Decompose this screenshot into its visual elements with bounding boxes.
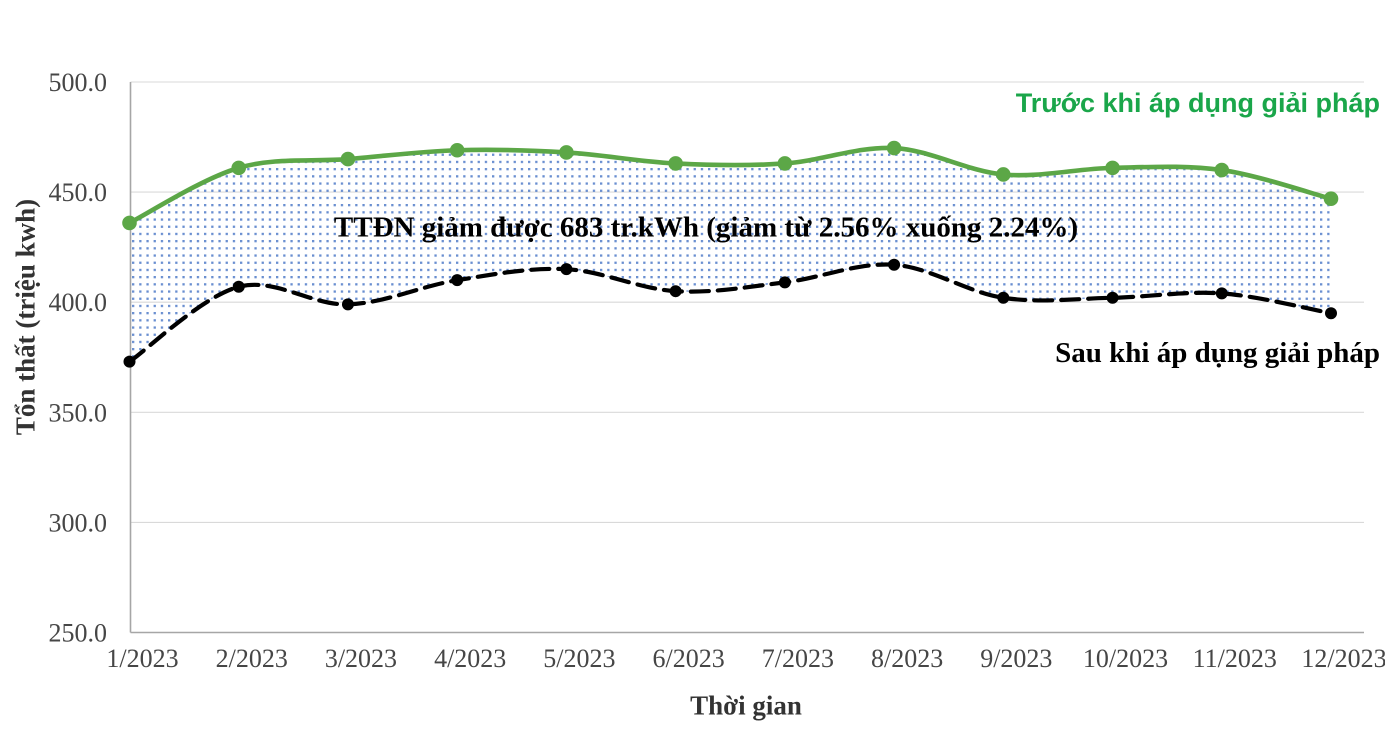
data-point-after	[888, 258, 901, 271]
x-tick-label: 4/2023	[434, 644, 506, 673]
y-axis-title: Tổn thất (triệu kwh)	[10, 198, 41, 436]
y-tick-label: 250.0	[49, 619, 108, 648]
data-point-after	[232, 280, 245, 293]
x-tick-labels: 1/2023 2/2023 3/2023 4/2023 5/2023 6/2023 7/20…	[106, 644, 1385, 673]
series-after-markers	[123, 258, 1337, 368]
x-tick-label: 2/2023	[216, 644, 288, 673]
x-tick-label: 1/2023	[106, 644, 178, 673]
x-tick-label: 11/2023	[1193, 644, 1277, 673]
data-point-after	[560, 263, 573, 276]
x-axis-title: Thời gian	[690, 690, 802, 721]
data-point-after	[341, 298, 354, 311]
data-point-before	[559, 145, 574, 160]
data-point-before	[777, 156, 793, 171]
data-point-before	[668, 156, 683, 171]
data-point-after	[778, 276, 791, 289]
x-tick-label: 7/2023	[762, 644, 834, 673]
y-tick-label: 500.0	[49, 68, 108, 97]
data-point-after	[123, 355, 136, 368]
data-point-before	[996, 167, 1011, 182]
data-point-before	[449, 142, 465, 158]
x-tick-label: 3/2023	[325, 644, 397, 673]
data-point-after	[997, 291, 1010, 304]
data-point-before	[1105, 160, 1120, 176]
data-point-after	[1215, 287, 1228, 300]
x-tick-label: 9/2023	[980, 644, 1052, 673]
legend-before-label: Trước khi áp dụng giải pháp	[1015, 88, 1380, 118]
data-point-before	[1323, 191, 1339, 207]
data-point-before	[340, 151, 356, 167]
data-point-before	[886, 140, 902, 156]
y-tick-label: 450.0	[49, 178, 108, 207]
series-after-line	[127, 262, 1334, 364]
annotation-reduction: TTĐN giảm được 683 tr.kWh (giảm từ 2.56%…	[333, 211, 1079, 244]
data-point-after	[1325, 307, 1337, 320]
data-point-before	[1214, 162, 1230, 178]
data-point-after	[451, 274, 464, 287]
y-tick-label: 300.0	[49, 508, 108, 537]
x-tick-label: 12/2023	[1301, 644, 1385, 673]
legend-after-label: Sau khi áp dụng giải pháp	[1055, 337, 1380, 369]
data-point-before	[122, 215, 137, 231]
x-tick-label: 8/2023	[871, 644, 943, 673]
y-tick-label: 400.0	[49, 288, 108, 317]
data-point-after	[1106, 291, 1119, 304]
y-tick-labels: 500.0 450.0 400.0 350.0 300.0 250.0	[49, 68, 108, 648]
fill-between-area	[129, 147, 1331, 362]
x-tick-label: 10/2023	[1083, 644, 1168, 673]
data-point-before	[231, 160, 247, 176]
series-before-line	[127, 145, 1334, 226]
x-tick-label: 6/2023	[653, 644, 725, 673]
data-point-after	[669, 285, 682, 298]
series-before-markers	[122, 140, 1339, 231]
x-tick-label: 5/2023	[543, 644, 615, 673]
y-tick-label: 350.0	[49, 398, 108, 427]
